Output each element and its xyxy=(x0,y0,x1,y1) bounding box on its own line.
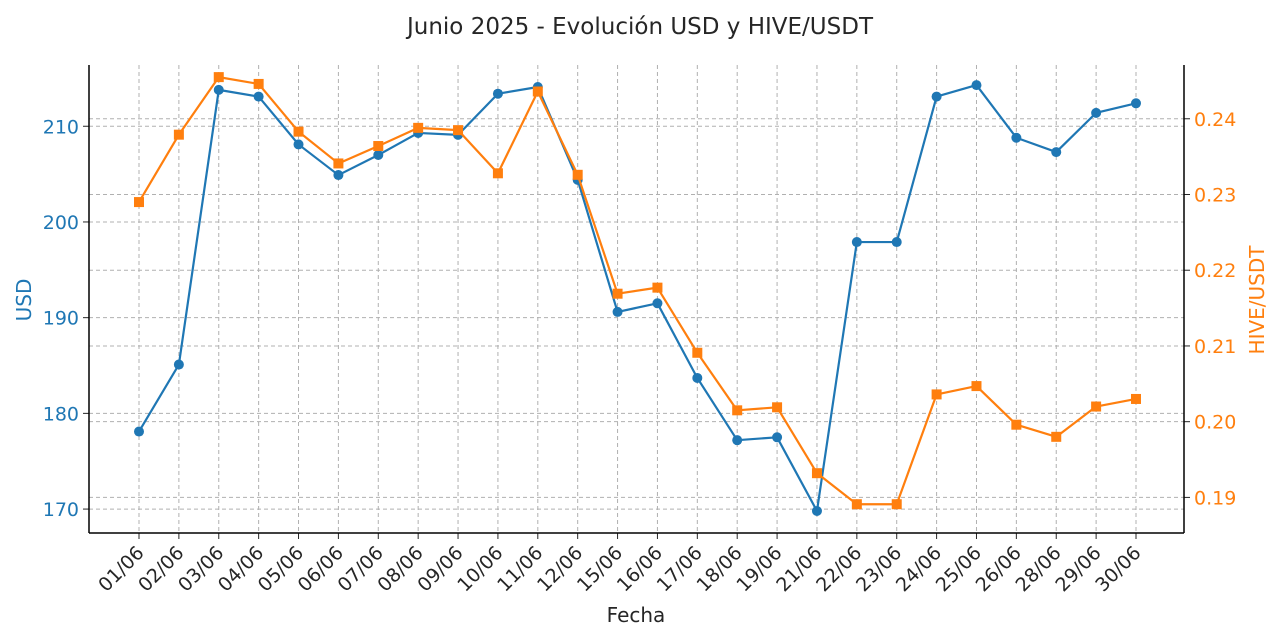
hive-usdt-data-point xyxy=(532,86,543,97)
hive-usdt-data-point xyxy=(572,169,583,180)
usd-series-line xyxy=(138,83,1137,513)
hive-usdt-data-point xyxy=(1011,419,1022,430)
hive-usdt-data-point xyxy=(213,72,224,83)
usd-data-point xyxy=(772,432,783,443)
usd-data-point xyxy=(612,306,623,317)
hive-usdt-data-point xyxy=(692,347,703,358)
usd-data-point xyxy=(931,91,942,102)
hive-usdt-series-line xyxy=(138,76,1137,506)
y-tick-label-left: 170 xyxy=(43,499,79,521)
hive-usdt-data-point xyxy=(492,168,503,179)
hive-usdt-data-point xyxy=(1131,393,1141,404)
hive-usdt-data-point xyxy=(253,78,264,89)
x-tick-label: 30/06 xyxy=(1091,542,1145,596)
y-tick-label-right: 0.22 xyxy=(1194,260,1236,282)
hive-usdt-data-point xyxy=(333,158,344,169)
usd-data-point xyxy=(253,91,264,102)
y-tick-label-right: 0.20 xyxy=(1194,412,1236,434)
y-tick-label-left: 190 xyxy=(43,308,79,330)
hive-usdt-data-point xyxy=(851,499,862,510)
usd-data-point xyxy=(811,505,822,516)
hive-usdt-data-point xyxy=(453,125,464,136)
usd-data-point xyxy=(213,84,224,95)
usd-data-point xyxy=(333,170,344,181)
usd-data-point xyxy=(293,139,304,150)
y-tick-label-left: 180 xyxy=(43,403,79,425)
hive-usdt-data-point xyxy=(612,288,623,299)
hive-usdt-data-point xyxy=(134,197,144,208)
chart-title: Junio 2025 - Evolución USD y HIVE/USDT xyxy=(405,14,874,40)
usd-data-point xyxy=(692,372,703,383)
usd-data-point xyxy=(134,426,144,437)
hive-usdt-data-point xyxy=(293,126,304,137)
usd-data-point xyxy=(732,435,743,446)
hive-usdt-data-point xyxy=(971,381,982,392)
usd-data-point xyxy=(652,298,663,309)
hive-usdt-data-point xyxy=(373,141,384,152)
usd-data-point xyxy=(1011,132,1022,143)
usd-data-point xyxy=(173,359,184,370)
hive-usdt-data-point xyxy=(891,499,902,510)
hive-usdt-data-point xyxy=(772,402,783,413)
hive-usdt-data-point xyxy=(1091,401,1102,412)
hive-usdt-data-point xyxy=(413,122,424,133)
usd-data-point xyxy=(373,149,384,160)
y-axis-label-left: USD xyxy=(12,279,36,322)
hive-usdt-data-point xyxy=(173,129,184,140)
series-lines xyxy=(134,72,1141,516)
tick-labels: 01/0602/0603/0604/0605/0606/0607/0608/06… xyxy=(43,109,1237,596)
x-axis-label: Fecha xyxy=(607,603,666,627)
y-axis-label-right: HIVE/USDT xyxy=(1245,245,1269,355)
usd-data-point xyxy=(891,237,902,248)
y-tick-label-left: 210 xyxy=(43,116,79,138)
hive-usdt-data-point xyxy=(652,282,663,293)
usd-data-point xyxy=(1131,98,1141,109)
y-tick-label-right: 0.23 xyxy=(1194,184,1236,206)
hive-usdt-data-point xyxy=(931,389,942,400)
axes xyxy=(83,65,1190,539)
y-tick-label-right: 0.21 xyxy=(1194,336,1236,358)
hive-usdt-data-point xyxy=(732,405,743,416)
y-tick-label-right: 0.19 xyxy=(1194,487,1236,509)
y-tick-label-left: 200 xyxy=(43,212,79,234)
usd-data-point xyxy=(1051,147,1062,158)
usd-data-point xyxy=(492,88,503,99)
usd-data-point xyxy=(971,80,982,91)
gridlines xyxy=(89,65,1184,533)
hive-usdt-data-point xyxy=(1051,431,1062,442)
y-tick-label-right: 0.24 xyxy=(1194,109,1236,131)
usd-data-point xyxy=(851,237,862,248)
usd-data-point xyxy=(1091,107,1102,118)
hive-usdt-data-point xyxy=(811,468,822,479)
